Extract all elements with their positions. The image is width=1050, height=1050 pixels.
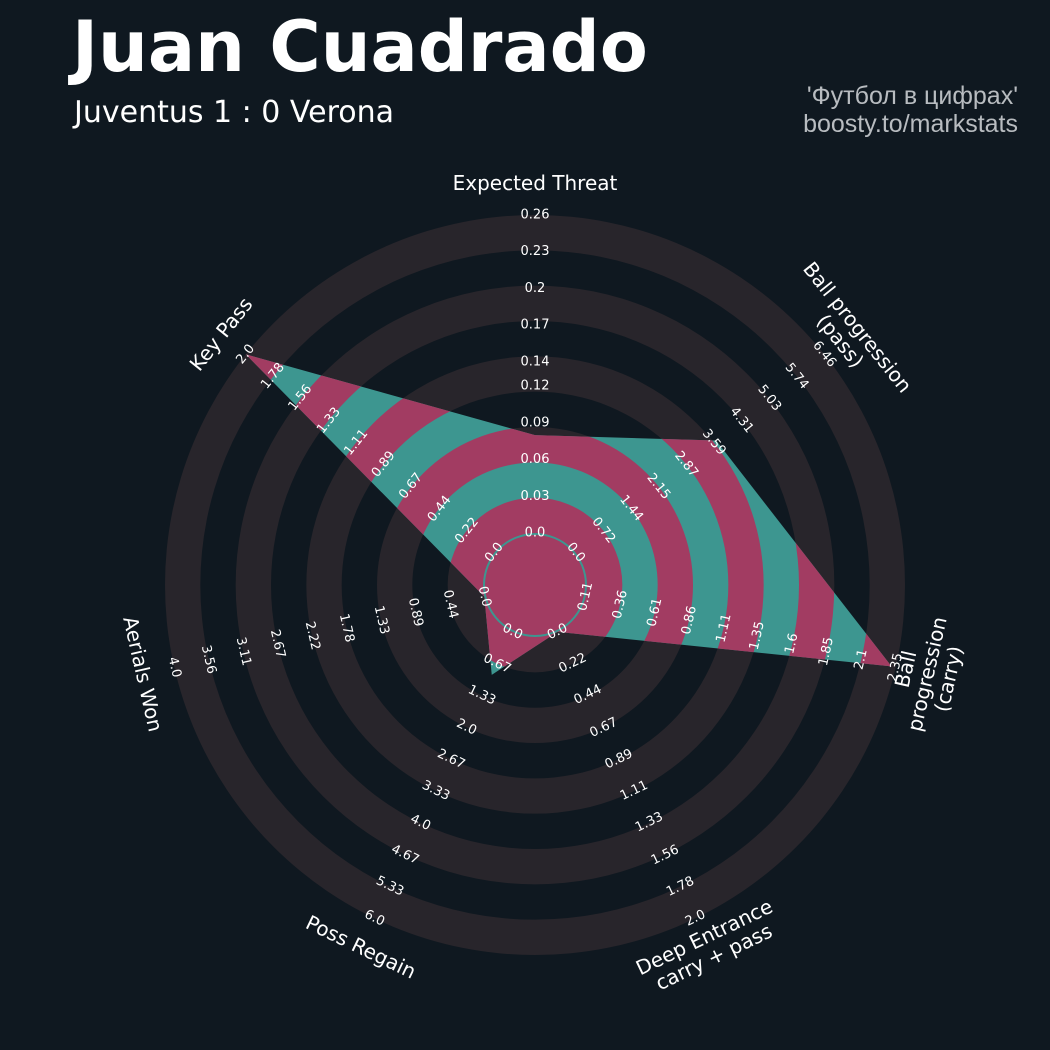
tick-label: 1.33 [371, 604, 392, 636]
tick-label: 0.09 [521, 415, 550, 430]
tick-label: 1.11 [714, 612, 735, 644]
highlight-ring [447, 497, 623, 673]
tick-label: 0.12 [521, 379, 550, 394]
chart-subtitle: Juventus 1 : 0 Verona [74, 95, 394, 130]
tick-label: 0.2 [525, 281, 546, 296]
tick-label: 0.23 [521, 244, 550, 259]
tick-label: 0.61 [644, 597, 665, 629]
tick-label: 0.89 [405, 597, 426, 629]
tick-label: 1.85 [816, 636, 837, 668]
tick-label: 0.17 [521, 318, 550, 333]
credit: boosty.to/markstats [803, 110, 1018, 138]
tick-label: 1.35 [747, 620, 768, 652]
center-circle [485, 535, 585, 635]
credit: 'Футбол в цифрах' [806, 82, 1018, 110]
tick-label: 0.0 [525, 526, 546, 541]
highlight-rings [245, 354, 892, 675]
tick-label: 2.67 [267, 628, 288, 660]
tick-label: 0.14 [521, 354, 550, 369]
tick-label: 0.11 [575, 581, 596, 613]
chart-title: Juan Cuadrado [72, 6, 648, 88]
tick-label: 0.86 [679, 604, 700, 636]
tick-label: 0.44 [440, 589, 461, 621]
param-label: Expected Threat [452, 171, 618, 195]
tick-label: 0.26 [521, 208, 550, 223]
tick-label: 2.1 [852, 648, 871, 672]
tick-label: 3.56 [198, 644, 219, 676]
tick-label: 4.0 [165, 656, 184, 680]
tick-label: 2.35 [885, 652, 906, 684]
tick-label: 1.78 [336, 612, 357, 644]
tick-label: 0.36 [610, 589, 631, 621]
tick-label: 0.06 [521, 452, 550, 467]
tick-label: 1.6 [782, 632, 801, 656]
tick-label: 0.03 [521, 489, 550, 504]
tick-label: 3.11 [233, 636, 254, 668]
tick-label: 2.22 [302, 620, 323, 652]
tick-label: 0.0 [475, 585, 494, 609]
